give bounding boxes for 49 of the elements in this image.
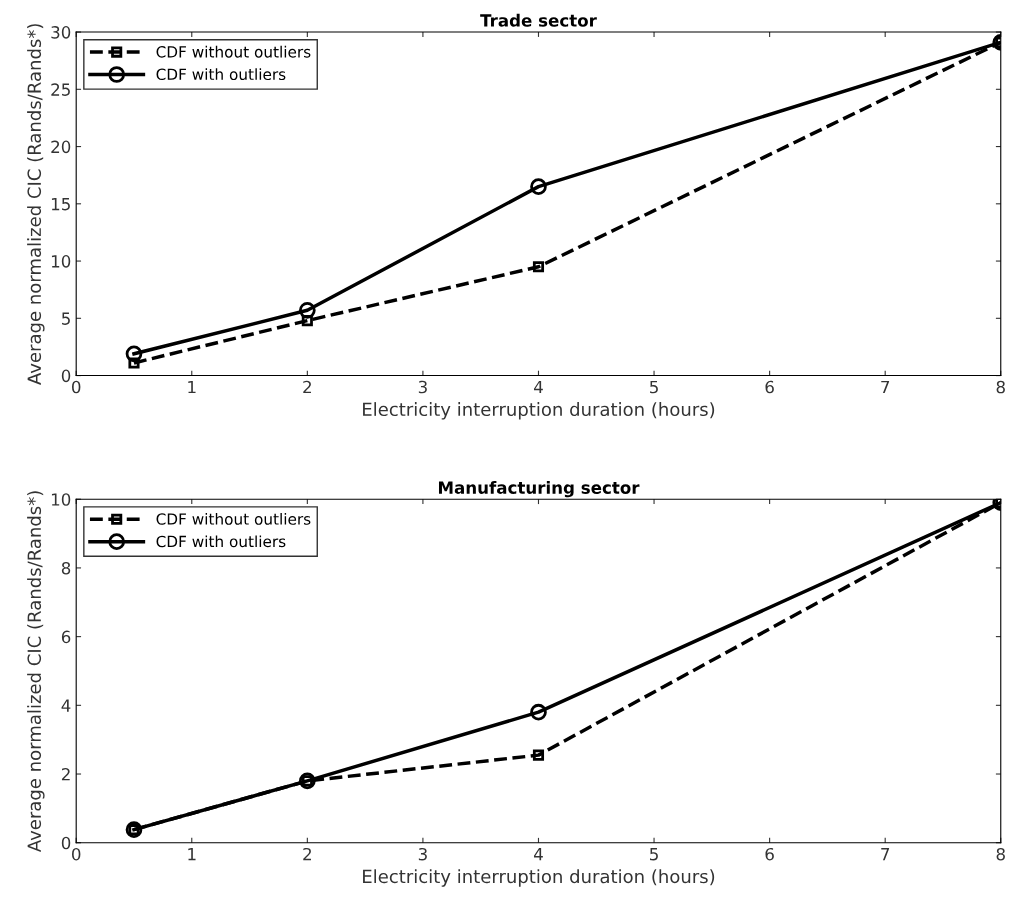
point: [299, 301, 316, 319]
legend-label: CDF without outliers: [156, 512, 311, 525]
x-tick-label: 5: [650, 380, 658, 394]
y-tick-label: 4: [61, 699, 71, 712]
legend-label: CDF without outliers: [156, 45, 311, 58]
legend-label: CDF with outliers: [156, 535, 286, 548]
x-tick-label: 4: [533, 848, 543, 861]
y-tick-label: 8: [61, 561, 71, 575]
x-tick-label: 7: [881, 380, 890, 394]
legend-label: CDF with outliers: [156, 68, 286, 81]
x-tick-label: 0: [72, 380, 81, 394]
y-tick-label: 15: [51, 197, 70, 211]
x-tick-label: 3: [418, 380, 427, 394]
x-tick-label: 5: [650, 848, 658, 861]
y-tick-label: 5: [62, 312, 70, 325]
y-tick-label: 0: [61, 369, 71, 383]
x-tick-label: 7: [881, 848, 890, 861]
point: [530, 178, 547, 195]
x-axis-title: Electricity interruption duration (hours): [363, 869, 715, 887]
y-tick-label: 2: [61, 767, 70, 781]
x-axis-title: Electricity interruption duration (hours): [363, 402, 715, 420]
point: [532, 749, 545, 761]
y-tick-label: 10: [51, 255, 71, 268]
point: [530, 703, 547, 721]
x-tick-label: 8: [996, 380, 1005, 394]
y-tick-label: 6: [61, 630, 71, 644]
point: [125, 345, 143, 363]
y-axis-title: Average normalized CIC (Rands/Rands*): [27, 24, 45, 385]
y-tick-label: 10: [51, 493, 71, 506]
x-tick-label: 8: [996, 847, 1005, 861]
chart-title: Trade sector: [480, 13, 597, 27]
x-tick-label: 1: [188, 380, 196, 394]
chart-title: Manufacturing sector: [438, 481, 640, 498]
x-tick-label: 6: [765, 380, 774, 394]
y-axis-title: Average normalized CIC (Rands/Rands*): [27, 491, 45, 853]
point: [532, 261, 545, 273]
x-tick-label: 4: [533, 380, 543, 394]
x-tick-label: 3: [418, 847, 427, 861]
x-tick-label: 6: [765, 847, 774, 861]
x-tick-label: 2: [303, 380, 311, 394]
point: [128, 357, 140, 369]
y-tick-label: 25: [51, 83, 70, 96]
x-tick-label: 0: [72, 847, 81, 861]
y-tick-label: 30: [51, 26, 71, 39]
x-tick-label: 1: [188, 848, 196, 861]
y-tick-label: 0: [61, 836, 71, 850]
x-tick-label: 2: [303, 847, 311, 861]
point: [301, 315, 313, 327]
y-tick-label: 20: [51, 140, 71, 154]
